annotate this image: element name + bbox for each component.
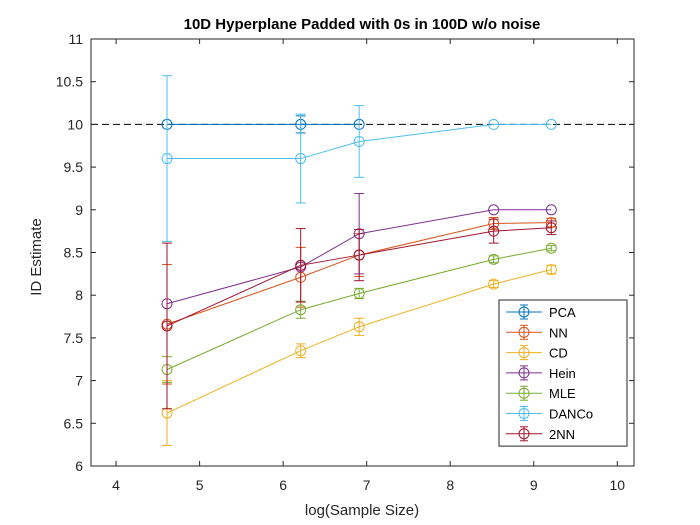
data-point	[545, 204, 557, 216]
y-tick-label: 9	[75, 202, 83, 218]
y-tick-label: 10	[67, 116, 83, 132]
data-point	[353, 249, 365, 261]
data-point	[545, 222, 557, 234]
x-axis-label: log(Sample Size)	[305, 502, 419, 519]
x-tick-label: 7	[363, 477, 371, 493]
series-danco	[161, 75, 557, 242]
x-tick-label: 6	[279, 477, 287, 493]
y-tick-label: 6.5	[64, 415, 84, 431]
x-tick-label: 10	[610, 477, 626, 493]
legend-label: 2NN	[549, 427, 575, 442]
data-point	[488, 118, 500, 130]
data-point	[353, 321, 365, 333]
legend-swatch-marker	[518, 408, 530, 419]
legend-swatch-marker	[518, 326, 530, 338]
data-point	[295, 259, 307, 271]
y-tick-label: 9.5	[64, 159, 84, 175]
data-point	[545, 242, 557, 254]
y-tick-label: 11	[68, 31, 83, 47]
x-tick-label: 8	[446, 477, 454, 493]
y-tick-label: 10.5	[56, 74, 83, 90]
x-tick-label: 4	[112, 477, 120, 493]
series-2nn	[161, 218, 557, 410]
legend-swatch-marker	[518, 347, 530, 359]
data-point	[295, 345, 307, 357]
x-tick-label: 9	[530, 477, 538, 493]
y-tick-label: 8.5	[64, 245, 84, 261]
data-point	[545, 118, 557, 130]
y-tick-label: 8	[75, 287, 83, 303]
y-tick-label: 6	[75, 458, 83, 474]
legend: PCA NN CD Hein MLE DANCo 2NN	[498, 299, 628, 447]
legend-item-2nn: 2NN	[506, 426, 575, 442]
legend-item-nn: NN	[506, 324, 568, 340]
legend-item-hein: Hein	[506, 365, 576, 381]
legend-item-pca: PCA	[506, 304, 576, 320]
data-point	[353, 135, 365, 147]
legend-swatch-marker	[518, 306, 530, 318]
y-axis: 6 6.5 7 7.5 8 8.5 9 9.5 10 10.5 11	[56, 31, 634, 474]
legend-label: PCA	[549, 305, 576, 320]
data-point	[353, 287, 365, 299]
data-point	[488, 253, 500, 265]
y-tick-label: 7	[75, 373, 83, 389]
data-point	[488, 278, 500, 290]
series-cd	[161, 264, 557, 447]
legend-label: Hein	[549, 366, 576, 381]
data-point	[488, 225, 500, 237]
data-point	[488, 204, 500, 216]
chart-title: 10D Hyperplane Padded with 0s in 100D w/…	[184, 16, 541, 33]
data-point	[161, 320, 173, 332]
legend-label: NN	[549, 325, 568, 340]
x-tick-label: 5	[196, 477, 204, 493]
series-layer	[161, 75, 557, 447]
x-axis: 4 5 6 7 8 9 10	[112, 39, 625, 493]
legend-label: DANCo	[549, 407, 593, 422]
legend-item-danco: DANCo	[506, 406, 593, 422]
legend-swatch-marker	[518, 428, 530, 440]
data-point	[545, 264, 557, 276]
legend-item-mle: MLE	[506, 385, 576, 401]
y-axis-label: ID Estimate	[28, 218, 45, 296]
legend-label: MLE	[549, 386, 576, 401]
data-point	[161, 153, 173, 165]
legend-label: CD	[549, 346, 568, 361]
data-point	[295, 304, 307, 316]
y-tick-label: 7.5	[64, 330, 84, 346]
data-point	[295, 153, 307, 165]
legend-swatch-marker	[518, 367, 530, 379]
legend-swatch-marker	[518, 387, 530, 399]
legend-item-cd: CD	[506, 345, 568, 361]
